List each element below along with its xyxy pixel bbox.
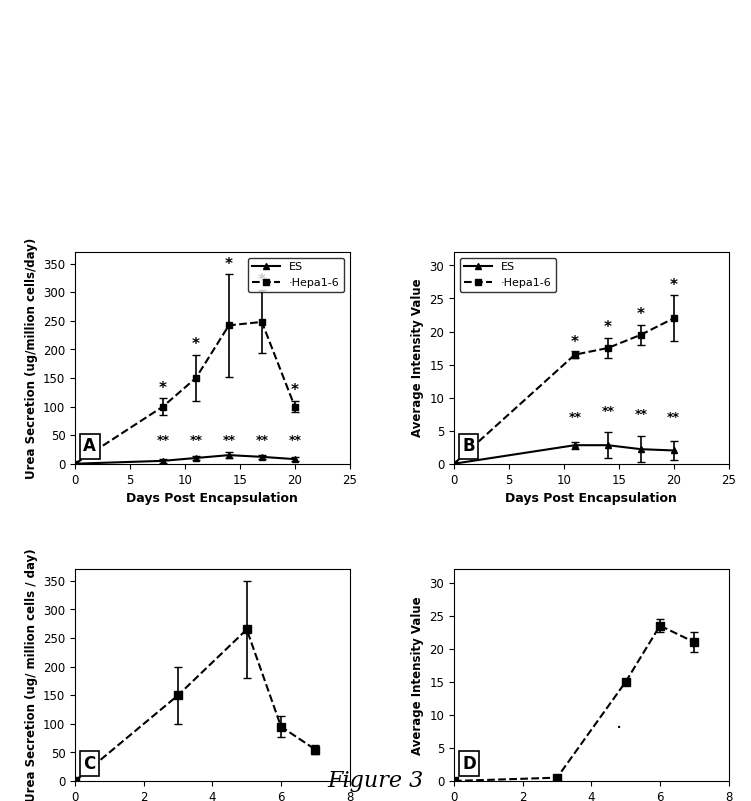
Text: **: ** xyxy=(189,433,202,447)
Text: **: ** xyxy=(156,433,170,447)
Text: A: A xyxy=(83,437,96,455)
Legend: ES, ·Hepa1-6: ES, ·Hepa1-6 xyxy=(248,258,344,292)
Text: *: * xyxy=(604,320,611,335)
Text: **: ** xyxy=(667,411,680,425)
Text: *: * xyxy=(225,257,233,272)
Y-axis label: Average Intensity Value: Average Intensity Value xyxy=(411,279,424,437)
Legend: ES, ·Hepa1-6: ES, ·Hepa1-6 xyxy=(460,258,556,292)
Y-axis label: Average Intensity Value: Average Intensity Value xyxy=(411,596,424,755)
Y-axis label: Urea Secretion (ug/million cells/day): Urea Secretion (ug/million cells/day) xyxy=(25,237,38,479)
Text: **: ** xyxy=(569,411,581,425)
Text: C: C xyxy=(83,755,95,772)
Text: *: * xyxy=(192,337,200,352)
Y-axis label: Urea Secretion (ug/ million cells / day): Urea Secretion (ug/ million cells / day) xyxy=(25,549,38,801)
Text: *: * xyxy=(637,307,644,322)
Text: B: B xyxy=(462,437,475,455)
Text: *: * xyxy=(291,383,299,398)
Text: **: ** xyxy=(255,433,268,447)
X-axis label: Days Post Encapsulation: Days Post Encapsulation xyxy=(505,492,677,505)
X-axis label: Days Post Encapsulation: Days Post Encapsulation xyxy=(126,492,298,505)
Text: **: ** xyxy=(634,408,647,421)
Text: *: * xyxy=(571,335,579,350)
Text: Figure 3: Figure 3 xyxy=(327,770,424,791)
Text: **: ** xyxy=(602,405,614,417)
Text: .: . xyxy=(616,712,622,731)
Text: *: * xyxy=(670,278,677,293)
Text: D: D xyxy=(462,755,476,772)
Text: *: * xyxy=(159,381,167,396)
Text: **: ** xyxy=(222,433,235,447)
Text: *: * xyxy=(258,273,266,288)
Text: **: ** xyxy=(288,433,301,447)
